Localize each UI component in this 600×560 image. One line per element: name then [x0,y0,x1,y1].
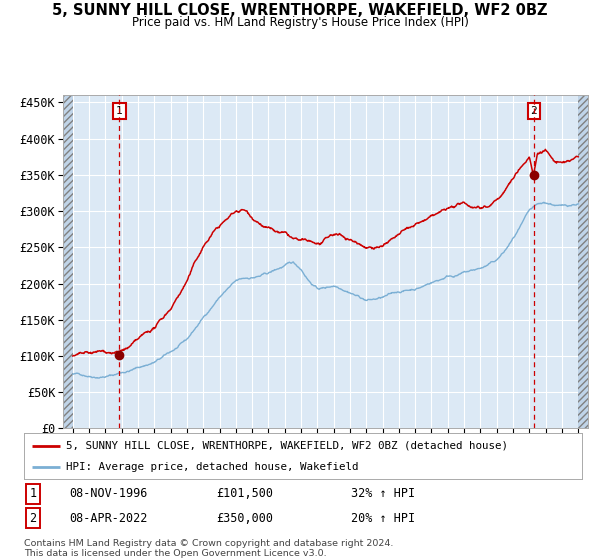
Text: 32% ↑ HPI: 32% ↑ HPI [351,487,415,501]
Text: Contains HM Land Registry data © Crown copyright and database right 2024.
This d: Contains HM Land Registry data © Crown c… [24,539,394,558]
Text: 2: 2 [530,106,537,116]
Text: 08-NOV-1996: 08-NOV-1996 [69,487,148,501]
Text: £101,500: £101,500 [216,487,273,501]
Text: £350,000: £350,000 [216,511,273,525]
Text: 1: 1 [116,106,123,116]
Text: 2: 2 [29,511,37,525]
Text: 5, SUNNY HILL CLOSE, WRENTHORPE, WAKEFIELD, WF2 0BZ: 5, SUNNY HILL CLOSE, WRENTHORPE, WAKEFIE… [52,3,548,18]
Bar [63,95,73,428]
Text: 1: 1 [29,487,37,501]
Text: 08-APR-2022: 08-APR-2022 [69,511,148,525]
Text: Price paid vs. HM Land Registry's House Price Index (HPI): Price paid vs. HM Land Registry's House … [131,16,469,29]
Text: 20% ↑ HPI: 20% ↑ HPI [351,511,415,525]
Text: 5, SUNNY HILL CLOSE, WRENTHORPE, WAKEFIELD, WF2 0BZ (detached house): 5, SUNNY HILL CLOSE, WRENTHORPE, WAKEFIE… [66,441,508,451]
Text: HPI: Average price, detached house, Wakefield: HPI: Average price, detached house, Wake… [66,463,358,472]
Bar [578,95,588,428]
